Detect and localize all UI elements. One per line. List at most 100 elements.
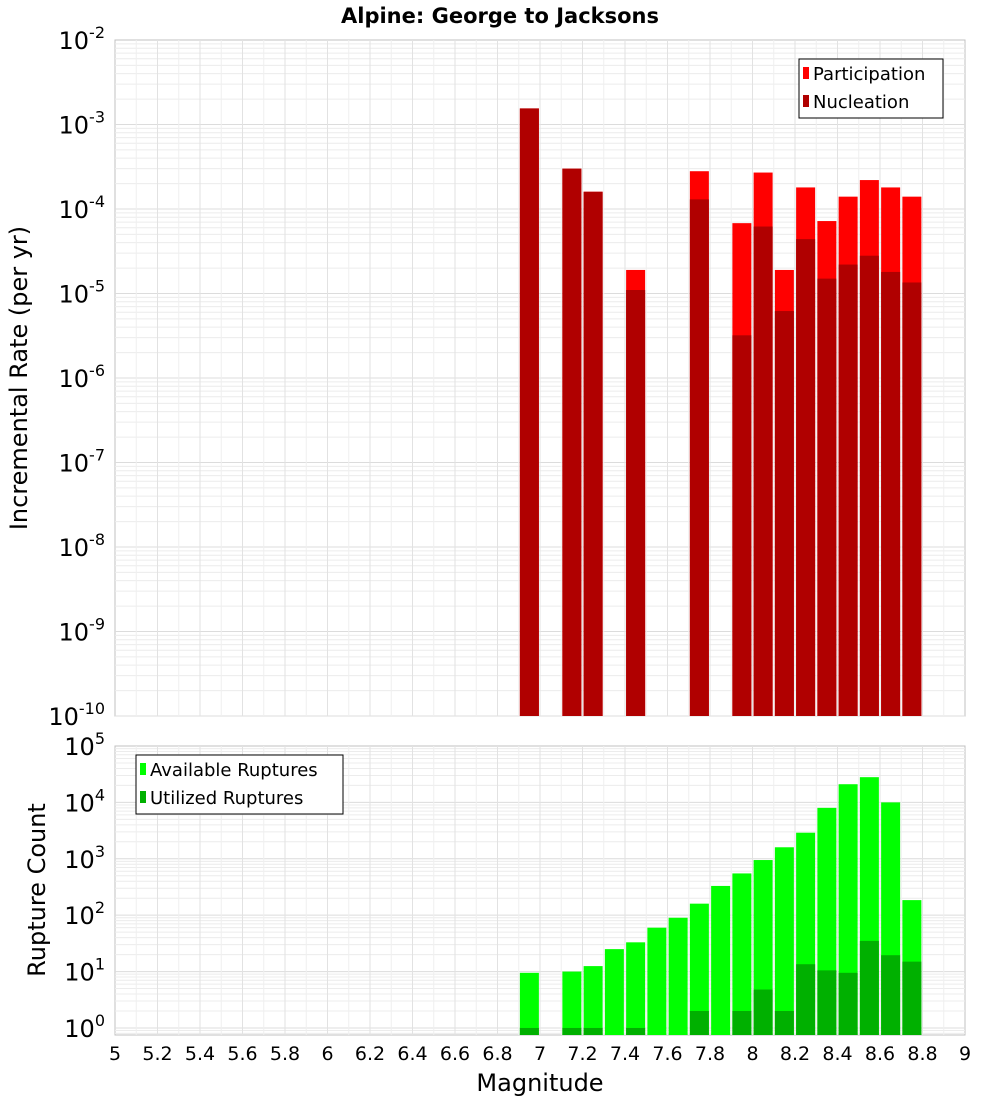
x-tick-label: 9	[959, 1043, 971, 1065]
bottom-bar-available-ruptures	[838, 784, 858, 1035]
bottom-bar-available-ruptures	[604, 949, 624, 1035]
x-axis-label: Magnitude	[476, 1069, 603, 1097]
legend-label-nucleation: Nucleation	[813, 92, 909, 113]
x-tick-label: 7.6	[652, 1043, 682, 1065]
bottom-bar-available-ruptures	[626, 942, 646, 1035]
bottom-bar-available-ruptures	[583, 966, 603, 1035]
x-tick-label: 7.8	[695, 1043, 725, 1065]
top-bar-nucleation	[817, 278, 837, 716]
top-y-tick-label: 10-6	[59, 361, 106, 393]
top-bars	[519, 108, 922, 717]
bottom-bar-utilized-ruptures	[519, 1027, 539, 1035]
x-tick-label: 8.8	[907, 1043, 937, 1065]
bottom-y-tick-labels: 100 101 102 103 104 105	[64, 729, 105, 1043]
top-y-tick-label: 10-5	[59, 277, 106, 309]
bottom-bar-utilized-ruptures	[583, 1027, 603, 1035]
bottom-bar-available-ruptures	[732, 873, 752, 1035]
legend-label-available: Available Ruptures	[150, 760, 318, 781]
bottom-bar-utilized-ruptures	[881, 955, 901, 1035]
bottom-bar-available-ruptures	[668, 917, 688, 1035]
x-tick-label: 7.4	[610, 1043, 640, 1065]
top-y-tick-labels: 10-10 10-9 10-8 10-7 10-6 10-5 10-4 10-3 10-2	[48, 23, 105, 731]
bottom-legend-box	[135, 754, 344, 815]
bottom-y-axis-label: Rupture Count	[23, 803, 51, 977]
x-tick-label: 7	[534, 1043, 546, 1065]
bottom-bar-utilized-ruptures	[838, 972, 858, 1035]
legend-swatch-nucleation	[803, 95, 809, 107]
x-tick-label: 6.4	[397, 1043, 427, 1065]
bottom-bar-utilized-ruptures	[796, 964, 816, 1035]
bottom-bar-available-ruptures	[689, 903, 709, 1035]
legend-label-utilized: Utilized Ruptures	[150, 788, 303, 809]
top-bar-nucleation	[902, 282, 922, 716]
bottom-y-tick-label: 102	[64, 898, 105, 930]
top-bar-nucleation	[562, 168, 582, 717]
x-tick-label: 6.6	[440, 1043, 470, 1065]
bottom-bar-available-ruptures	[711, 885, 731, 1035]
top-y-axis-label: Incremental Rate (per yr)	[5, 226, 33, 530]
x-tick-label: 7.2	[567, 1043, 597, 1065]
x-tick-label: 6.8	[482, 1043, 512, 1065]
bottom-bar-available-ruptures	[774, 847, 794, 1035]
bottom-y-tick-label: 100	[64, 1011, 105, 1043]
x-tick-label: 5.6	[227, 1043, 257, 1065]
top-legend: Participation Nucleation	[798, 58, 944, 119]
top-legend-box	[798, 58, 944, 119]
top-grid	[115, 40, 965, 717]
bottom-bar-available-ruptures	[519, 972, 539, 1035]
legend-swatch-available	[140, 763, 146, 775]
bottom-bar-available-ruptures	[647, 927, 667, 1035]
x-tick-label: 8	[746, 1043, 758, 1065]
bottom-bar-utilized-ruptures	[902, 961, 922, 1035]
bottom-y-tick-label: 104	[64, 785, 105, 817]
bottom-bar-utilized-ruptures	[732, 1010, 752, 1035]
bottom-bar-utilized-ruptures	[562, 1027, 582, 1035]
x-tick-labels: 5 5.2 5.4 5.6 5.8 6 6.2 6.4 6.6 6.8 7 7.2 7.4 7.6 7.8 8…	[109, 1043, 971, 1065]
top-y-tick-label: 10-8	[59, 530, 106, 562]
legend-label-participation: Participation	[813, 64, 925, 85]
top-bar-nucleation	[519, 108, 539, 716]
x-tick-label: 6	[321, 1043, 333, 1065]
x-tick-label: 6.2	[355, 1043, 385, 1065]
bottom-bar-utilized-ruptures	[753, 989, 773, 1035]
top-y-tick-label: 10-3	[59, 108, 106, 140]
x-tick-label: 5	[109, 1043, 121, 1065]
top-bar-nucleation	[583, 191, 603, 717]
bottom-panel: 100 101 102 103 104 105 5 5.2 5.4 5.6 5.8 6 6.2 6.4 6…	[23, 729, 971, 1097]
x-tick-label: 8.2	[780, 1043, 810, 1065]
top-bar-nucleation	[838, 264, 858, 716]
bottom-bars	[519, 777, 922, 1035]
bottom-bar-utilized-ruptures	[817, 970, 837, 1035]
x-tick-label: 8.6	[865, 1043, 895, 1065]
bottom-legend: Available Ruptures Utilized Ruptures	[135, 754, 344, 815]
top-bar-nucleation	[689, 199, 709, 717]
top-y-tick-label: 10-2	[59, 23, 106, 55]
bottom-y-tick-label: 105	[64, 729, 105, 761]
top-bar-nucleation	[774, 311, 794, 716]
top-y-tick-label: 10-10	[48, 699, 105, 731]
top-bar-nucleation	[881, 271, 901, 716]
top-bar-nucleation	[626, 290, 646, 716]
top-y-tick-label: 10-4	[59, 192, 106, 224]
x-tick-label: 8.4	[822, 1043, 852, 1065]
bottom-y-tick-label: 103	[64, 842, 105, 874]
bottom-bar-utilized-ruptures	[689, 1010, 709, 1035]
top-y-tick-label: 10-7	[59, 446, 106, 478]
top-bar-nucleation	[796, 239, 816, 717]
x-tick-label: 5.2	[142, 1043, 172, 1065]
bottom-bar-utilized-ruptures	[859, 940, 879, 1035]
legend-swatch-utilized	[140, 791, 146, 803]
chart-title: Alpine: George to Jacksons	[341, 4, 659, 28]
top-y-tick-label: 10-9	[59, 615, 106, 647]
bottom-bar-utilized-ruptures	[774, 1010, 794, 1035]
bottom-bar-utilized-ruptures	[626, 1027, 646, 1035]
bottom-bar-available-ruptures	[562, 971, 582, 1035]
top-bar-nucleation	[753, 226, 773, 716]
x-tick-label: 5.4	[185, 1043, 215, 1065]
top-bar-nucleation	[732, 335, 752, 716]
x-tick-label: 5.8	[270, 1043, 300, 1065]
top-bar-nucleation	[859, 255, 879, 716]
legend-swatch-participation	[803, 67, 809, 79]
top-panel: 10-10 10-9 10-8 10-7 10-6 10-5 10-4 10-3 10-2 In…	[5, 23, 966, 731]
